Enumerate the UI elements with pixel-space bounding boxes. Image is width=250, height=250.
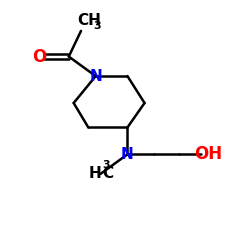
Text: H: H [89, 166, 102, 182]
Text: CH: CH [77, 14, 101, 28]
Text: OH: OH [194, 145, 222, 163]
Text: N: N [89, 68, 102, 84]
Text: 3: 3 [102, 160, 110, 170]
Text: 3: 3 [94, 21, 101, 31]
Text: N: N [121, 147, 134, 162]
Text: C: C [102, 166, 113, 182]
Text: O: O [32, 48, 46, 66]
